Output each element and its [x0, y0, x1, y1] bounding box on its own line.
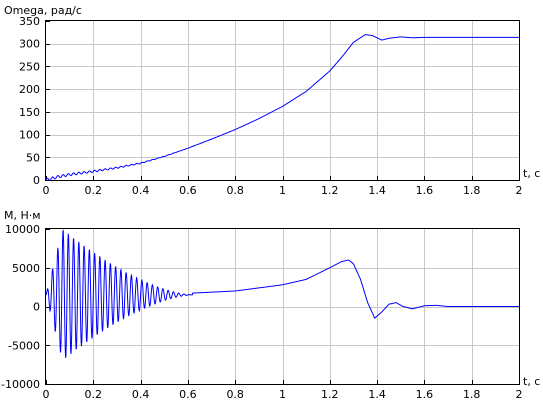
omega-x-tick-label: 0.6 [179, 184, 197, 197]
omega-x-tick-label: 0.4 [132, 184, 150, 197]
omega-y-tick-label: 300 [19, 38, 40, 51]
omega-x-tick-label: 0 [43, 184, 50, 197]
torque-grid [46, 229, 519, 384]
omega-x-tick-label: 0.2 [85, 184, 103, 197]
torque-y-tick-label: -10000 [1, 378, 40, 391]
omega-y-tick-label: 50 [26, 151, 40, 164]
torque-y-tick-label: 0 [33, 301, 40, 314]
torque-y-tick-label: 10000 [5, 223, 40, 236]
omega-x-tick-label: 1.6 [416, 184, 434, 197]
omega-x-tick-label: 1.4 [368, 184, 386, 197]
omega-x-ticks: 0 0.2 0.4 0.6 0.8 1 1.2 1.4 1.6 1.8 2 [43, 176, 523, 197]
omega-y-tick-label: 0 [33, 174, 40, 187]
torque-panel: M, Н·м 0 0.2 0.4 0.6 0.8 1 1.2 1.4 1.6 1.8 2 -1000… [1, 209, 540, 401]
torque-x-tick-label: 1.4 [368, 388, 386, 401]
torque-y-ticks: -10000 -5000 0 5000 10000 [1, 223, 50, 391]
torque-x-tick-label: 1.6 [416, 388, 434, 401]
omega-y-tick-label: 150 [19, 106, 40, 119]
omega-xlabel: t, c [523, 167, 540, 180]
torque-line [45, 229, 519, 358]
omega-panel: Omega, рад/с 0 0.2 0.4 0.6 0.8 1 1.2 1.4 1.6 1.8 2… [4, 4, 540, 197]
torque-x-tick-label: 0.8 [226, 388, 244, 401]
torque-x-tick-label: 0.2 [85, 388, 103, 401]
omega-grid [46, 21, 519, 180]
omega-x-tick-label: 1 [279, 184, 286, 197]
omega-y-tick-label: 350 [19, 15, 40, 28]
omega-x-tick-label: 1.8 [463, 184, 481, 197]
omega-x-tick-label: 0.8 [226, 184, 244, 197]
torque-xlabel: t, c [523, 375, 540, 388]
torque-x-tick-label: 1.8 [463, 388, 481, 401]
torque-ylabel: M, Н·м [4, 209, 41, 222]
omega-x-tick-label: 1.2 [321, 184, 339, 197]
omega-y-tick-label: 250 [19, 60, 40, 73]
torque-x-tick-label: 1 [279, 388, 286, 401]
omega-ylabel: Omega, рад/с [4, 4, 82, 17]
torque-x-tick-label: 0.6 [179, 388, 197, 401]
omega-line [45, 34, 519, 181]
omega-y-tick-label: 200 [19, 83, 40, 96]
torque-y-tick-label: -5000 [8, 339, 40, 352]
torque-x-tick-label: 0 [43, 388, 50, 401]
torque-x-ticks: 0 0.2 0.4 0.6 0.8 1 1.2 1.4 1.6 1.8 2 [43, 380, 523, 401]
omega-x-tick-label: 2 [516, 184, 523, 197]
omega-plot-area [45, 20, 520, 181]
torque-x-tick-label: 1.2 [321, 388, 339, 401]
torque-x-tick-label: 2 [516, 388, 523, 401]
omega-y-tick-label: 100 [19, 129, 40, 142]
torque-y-tick-label: 5000 [12, 262, 40, 275]
omega-y-ticks: 0 50 100 150 200 250 300 350 [19, 15, 50, 187]
torque-x-tick-label: 0.4 [132, 388, 150, 401]
